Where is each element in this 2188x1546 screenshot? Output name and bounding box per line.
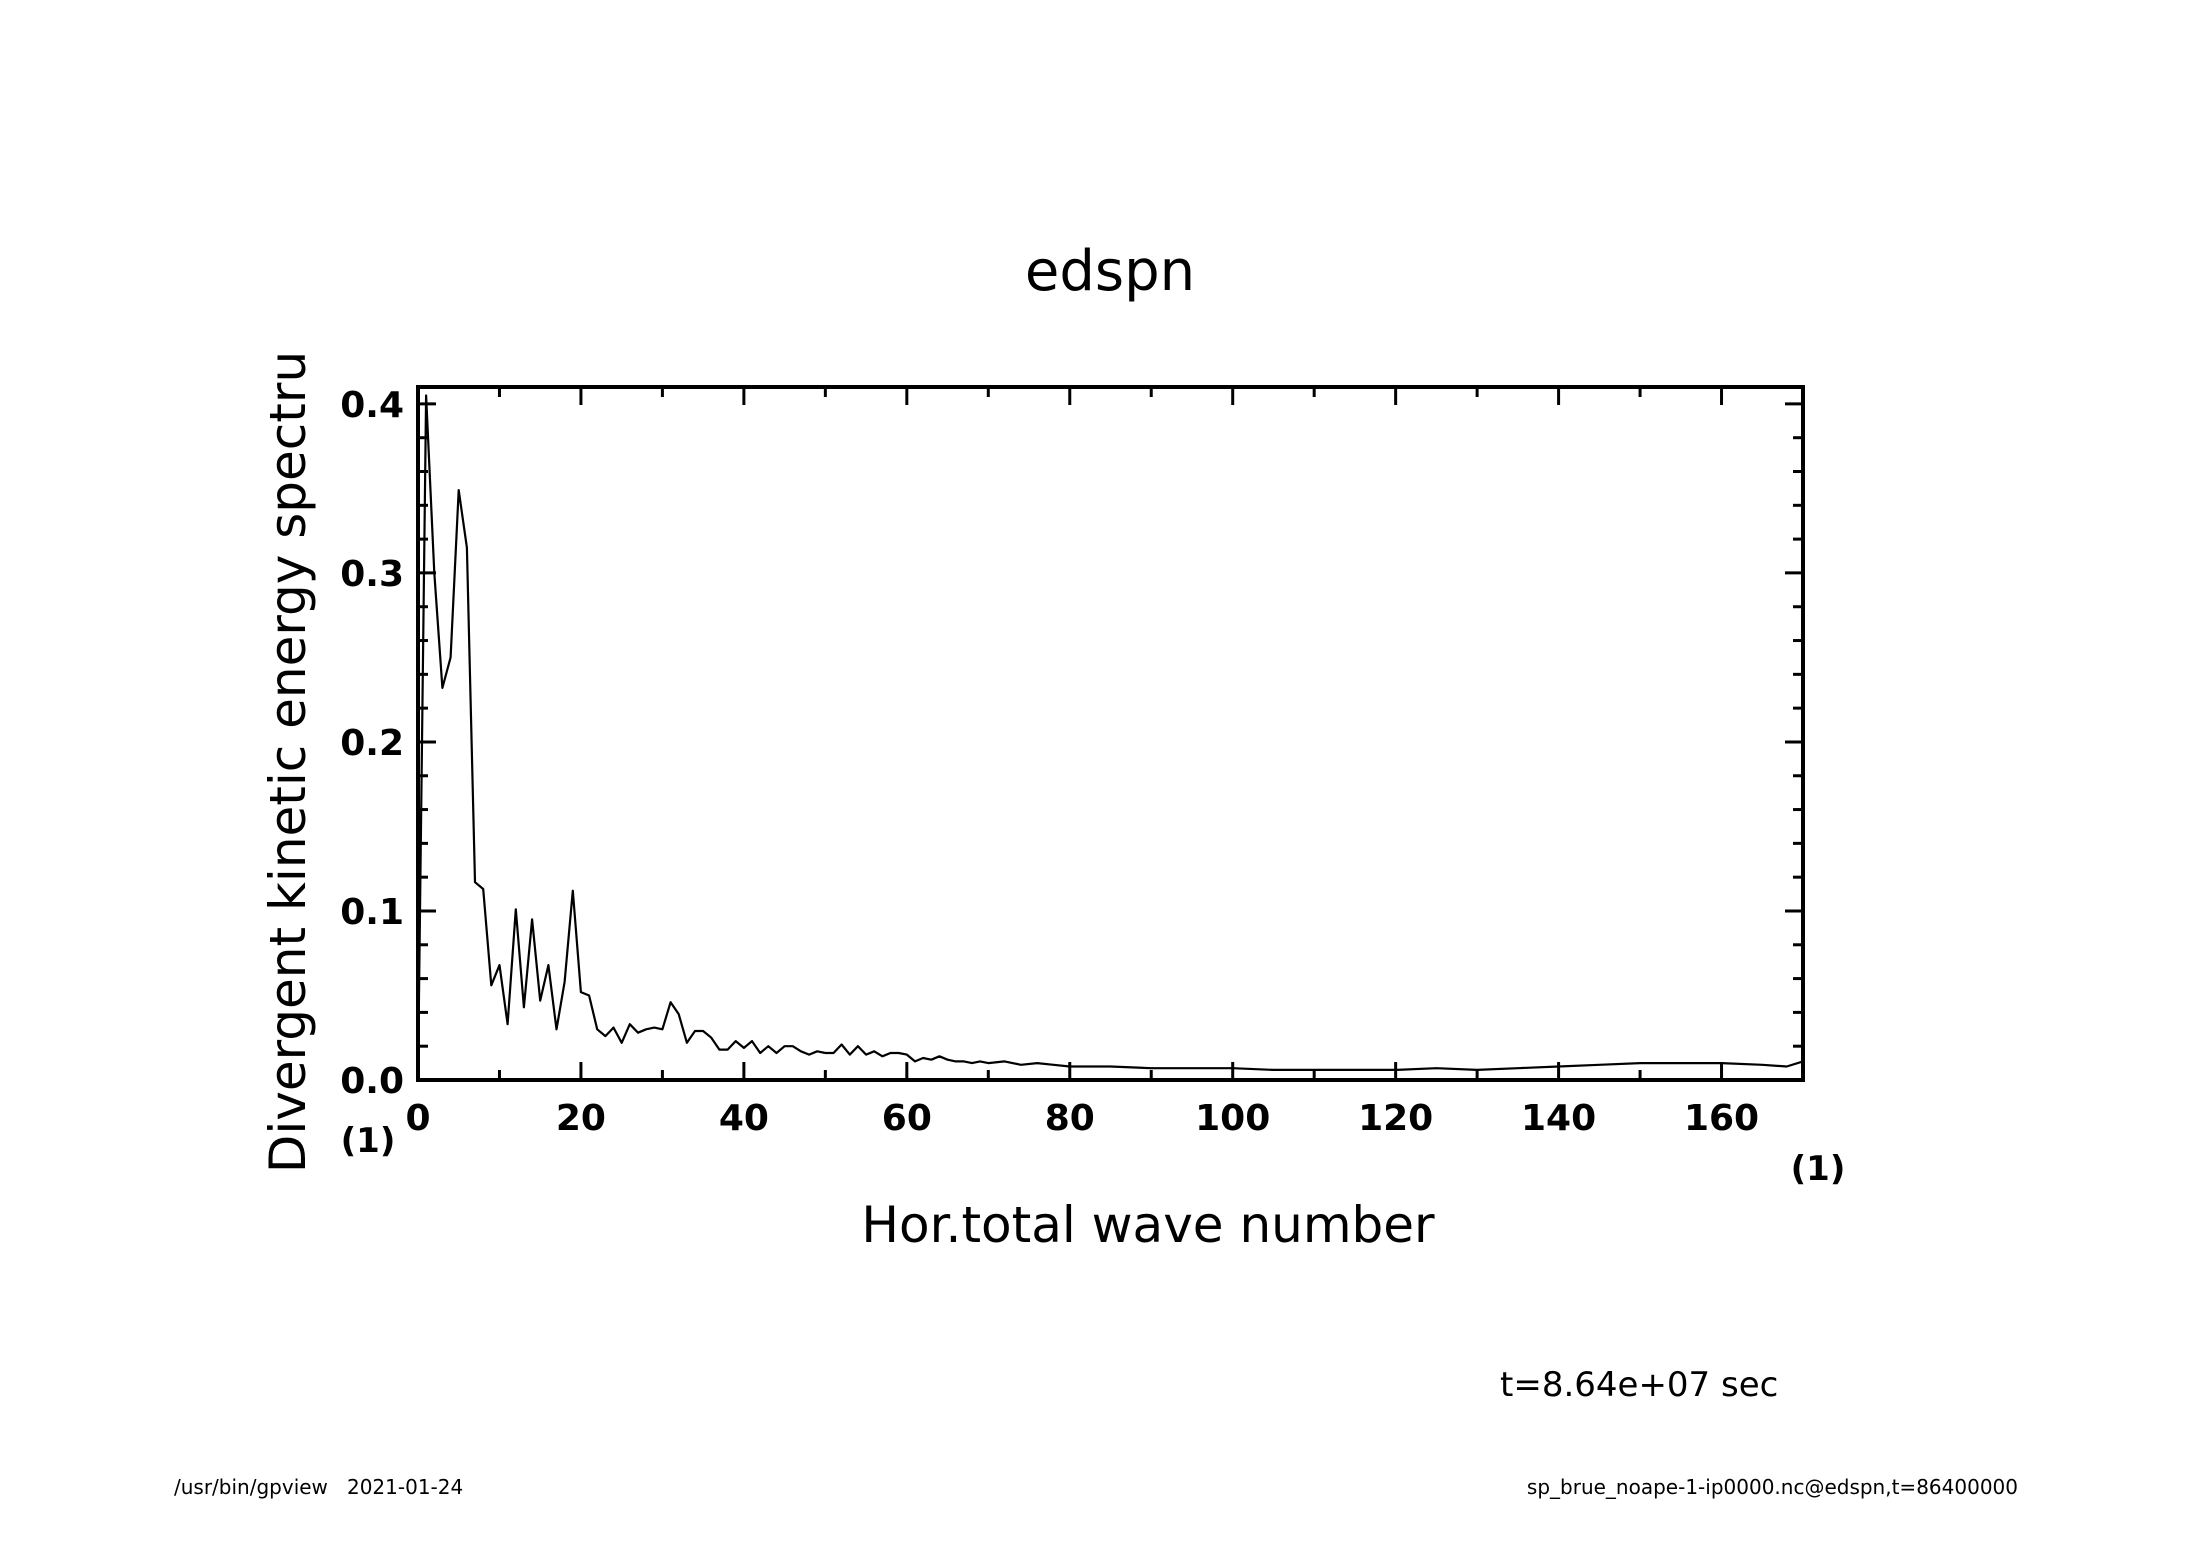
- footer-program: /usr/bin/gpview 2021-01-24: [174, 1475, 463, 1499]
- plot-area: [416, 385, 1805, 1082]
- y-tick-label: 0.4: [340, 385, 404, 426]
- x-tick-label: 20: [556, 1098, 606, 1139]
- y-tick-label: 0.0: [340, 1061, 404, 1102]
- y-tick-labels: 0.0 0.1 0.2 0.3 0.4: [340, 385, 404, 1102]
- x-unit-label: (1): [1791, 1149, 1846, 1189]
- x-tick-label: 60: [882, 1098, 932, 1139]
- x-tick-labels: 0 20 40 60 80 100 120 140 160: [405, 1098, 1759, 1139]
- y-tick-label: 0.2: [340, 723, 404, 764]
- chart-title: edspn: [1025, 239, 1195, 304]
- x-tick-label: 40: [719, 1098, 769, 1139]
- y-axis-label: Divergent kinetic energy spectru: [259, 351, 317, 1173]
- x-tick-label: 80: [1045, 1098, 1095, 1139]
- x-tick-label: 160: [1684, 1098, 1759, 1139]
- x-axis-label: Hor.total wave number: [861, 1196, 1435, 1254]
- y-unit-label: (1): [341, 1121, 396, 1161]
- axis-ticks: [416, 387, 1805, 1082]
- y-tick-label: 0.1: [340, 892, 404, 933]
- x-tick-label: 120: [1358, 1098, 1433, 1139]
- plot-frame: [416, 385, 1805, 1082]
- time-annotation: t=8.64e+07 sec: [1500, 1365, 1778, 1405]
- footer-source: sp_brue_noape-1-ip0000.nc@edspn,t=864000…: [1527, 1475, 2018, 1499]
- x-tick-label: 100: [1195, 1098, 1270, 1139]
- x-tick-label: 0: [405, 1098, 430, 1139]
- series-line-0: [416, 394, 1804, 1081]
- y-tick-label: 0.3: [340, 554, 404, 595]
- x-tick-label: 140: [1521, 1098, 1596, 1139]
